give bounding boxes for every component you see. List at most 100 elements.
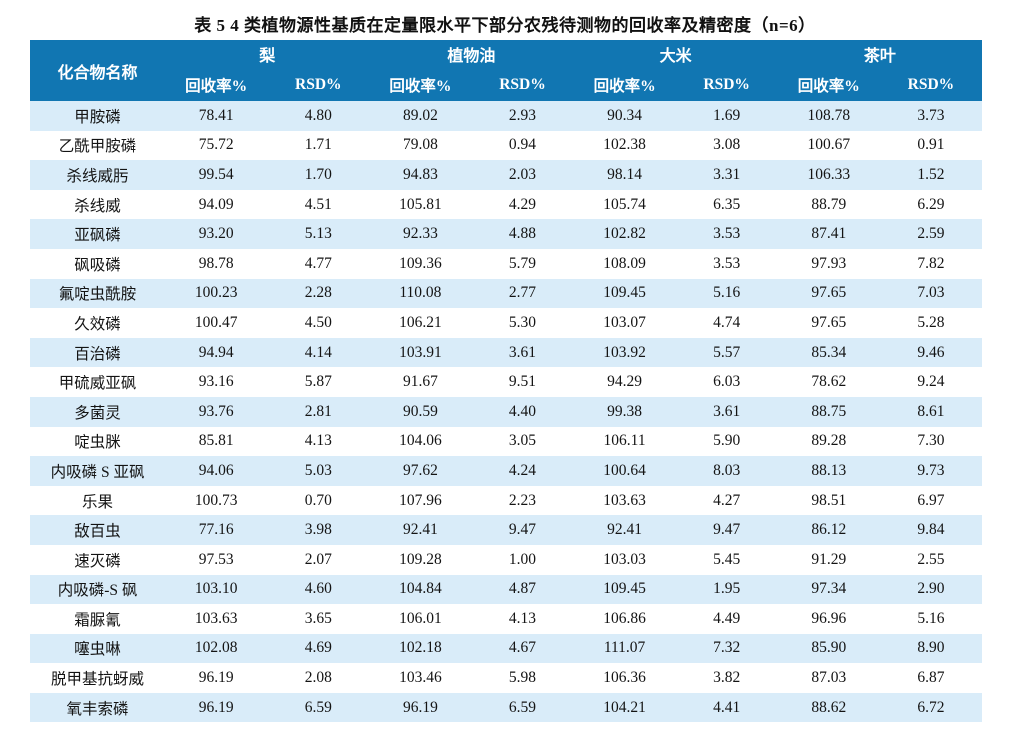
recovery-value-cell: 100.47 bbox=[165, 308, 268, 338]
recovery-value-cell: 96.96 bbox=[777, 604, 880, 634]
recovery-value-cell: 106.21 bbox=[369, 308, 472, 338]
rsd-value-cell: 5.57 bbox=[675, 337, 778, 368]
recovery-value-cell: 102.08 bbox=[165, 633, 268, 664]
column-group-pear: 梨 bbox=[165, 40, 370, 68]
rsd-value-cell: 4.60 bbox=[267, 574, 370, 605]
column-group-rice: 大米 bbox=[573, 40, 778, 68]
recovery-value-cell: 103.03 bbox=[573, 544, 676, 575]
rsd-value-cell: 5.13 bbox=[267, 219, 370, 249]
rsd-value-cell: 8.03 bbox=[675, 456, 778, 486]
rsd-value-cell: 1.70 bbox=[267, 160, 370, 190]
recovery-value-cell: 103.63 bbox=[165, 604, 268, 634]
rsd-value-cell: 2.08 bbox=[267, 663, 370, 693]
recovery-value-cell: 104.06 bbox=[369, 426, 472, 457]
recovery-value-cell: 102.38 bbox=[573, 130, 676, 161]
recovery-value-cell: 106.36 bbox=[573, 663, 676, 693]
rsd-value-cell: 6.35 bbox=[675, 189, 778, 220]
recovery-value-cell: 100.64 bbox=[573, 456, 676, 486]
rsd-value-cell: 9.46 bbox=[879, 337, 982, 368]
table-row: 百治磷 94.94 4.14 103.91 3.61 103.92 5.57 85.34 9.4… bbox=[30, 337, 982, 368]
rsd-value-cell: 1.95 bbox=[675, 574, 778, 605]
recovery-value-cell: 100.23 bbox=[165, 278, 268, 309]
rsd-value-cell: 8.61 bbox=[879, 396, 982, 427]
table-row: 乐果 100.73 0.70 107.96 2.23 103.63 4.27 98.51 6.9… bbox=[30, 485, 982, 516]
rsd-value-cell: 4.49 bbox=[675, 604, 778, 634]
recovery-value-cell: 85.90 bbox=[777, 633, 880, 664]
compound-name-cell: 内吸磷-S 砜 bbox=[30, 574, 166, 605]
recovery-value-cell: 104.21 bbox=[573, 692, 676, 723]
column-header-compound: 化合物名称 bbox=[30, 40, 166, 101]
rsd-value-cell: 9.84 bbox=[879, 515, 982, 545]
recovery-value-cell: 103.46 bbox=[369, 663, 472, 693]
recovery-value-cell: 97.93 bbox=[777, 248, 880, 279]
table-row: 内吸磷 S 亚砜 94.06 5.03 97.62 4.24 100.64 8.03 88.1… bbox=[30, 456, 982, 486]
recovery-value-cell: 99.54 bbox=[165, 160, 268, 190]
table-header: 化合物名称 梨 植物油 大米 茶叶 回收率% RSD% 回收率% RSD% 回收… bbox=[30, 40, 982, 101]
rsd-value-cell: 4.74 bbox=[675, 308, 778, 338]
recovery-value-cell: 105.81 bbox=[369, 189, 472, 220]
recovery-value-cell: 105.74 bbox=[573, 189, 676, 220]
recovery-value-cell: 89.28 bbox=[777, 426, 880, 457]
rsd-value-cell: 6.59 bbox=[267, 692, 370, 723]
recovery-value-cell: 87.41 bbox=[777, 219, 880, 249]
sub-header-row: 回收率% RSD% 回收率% RSD% 回收率% RSD% 回收率% RSD% bbox=[30, 68, 982, 101]
rsd-value-cell: 4.27 bbox=[675, 485, 778, 516]
rsd-value-cell: 5.90 bbox=[675, 426, 778, 457]
column-group-tea: 茶叶 bbox=[777, 40, 982, 68]
rsd-value-cell: 6.87 bbox=[879, 663, 982, 693]
recovery-precision-table: 化合物名称 梨 植物油 大米 茶叶 回收率% RSD% 回收率% RSD% 回收… bbox=[30, 40, 982, 723]
recovery-value-cell: 78.62 bbox=[777, 367, 880, 397]
rsd-value-cell: 5.30 bbox=[471, 308, 574, 338]
column-header-rsd-tea: RSD% bbox=[879, 68, 982, 101]
recovery-value-cell: 92.33 bbox=[369, 219, 472, 249]
recovery-value-cell: 97.65 bbox=[777, 308, 880, 338]
recovery-value-cell: 106.33 bbox=[777, 160, 880, 190]
rsd-value-cell: 9.73 bbox=[879, 456, 982, 486]
compound-name-cell: 敌百虫 bbox=[30, 515, 166, 545]
rsd-value-cell: 5.87 bbox=[267, 367, 370, 397]
rsd-value-cell: 4.77 bbox=[267, 248, 370, 279]
recovery-value-cell: 106.86 bbox=[573, 604, 676, 634]
rsd-value-cell: 2.28 bbox=[267, 278, 370, 309]
compound-name-cell: 噻虫啉 bbox=[30, 633, 166, 664]
recovery-value-cell: 108.09 bbox=[573, 248, 676, 279]
rsd-value-cell: 4.88 bbox=[471, 219, 574, 249]
rsd-value-cell: 3.73 bbox=[879, 101, 982, 131]
compound-name-cell: 百治磷 bbox=[30, 337, 166, 368]
compound-name-cell: 砜吸磷 bbox=[30, 248, 166, 279]
recovery-value-cell: 109.45 bbox=[573, 278, 676, 309]
rsd-value-cell: 0.91 bbox=[879, 130, 982, 161]
rsd-value-cell: 5.28 bbox=[879, 308, 982, 338]
compound-name-cell: 啶虫脒 bbox=[30, 426, 166, 457]
table-row: 杀线威 94.09 4.51 105.81 4.29 105.74 6.35 88.79 6.2… bbox=[30, 189, 982, 220]
recovery-value-cell: 97.65 bbox=[777, 278, 880, 309]
table-row: 脱甲基抗蚜威 96.19 2.08 103.46 5.98 106.36 3.82 87.03… bbox=[30, 663, 982, 693]
compound-name-cell: 霜脲氰 bbox=[30, 604, 166, 634]
rsd-value-cell: 4.40 bbox=[471, 396, 574, 427]
table-row: 甲硫威亚砜 93.16 5.87 91.67 9.51 94.29 6.03 78.62 9.2… bbox=[30, 367, 982, 397]
rsd-value-cell: 4.14 bbox=[267, 337, 370, 368]
recovery-value-cell: 91.29 bbox=[777, 544, 880, 575]
recovery-value-cell: 94.06 bbox=[165, 456, 268, 486]
recovery-value-cell: 98.78 bbox=[165, 248, 268, 279]
recovery-value-cell: 110.08 bbox=[369, 278, 472, 309]
recovery-value-cell: 93.76 bbox=[165, 396, 268, 427]
recovery-value-cell: 92.41 bbox=[573, 515, 676, 545]
rsd-value-cell: 3.61 bbox=[471, 337, 574, 368]
recovery-value-cell: 109.36 bbox=[369, 248, 472, 279]
table-caption: 表 5 4 类植物源性基质在定量限水平下部分农残待测物的回收率及精密度（n=6） bbox=[194, 16, 816, 35]
rsd-value-cell: 5.98 bbox=[471, 663, 574, 693]
compound-name-cell: 杀线威肟 bbox=[30, 160, 166, 190]
compound-name-cell: 脱甲基抗蚜威 bbox=[30, 663, 166, 693]
recovery-value-cell: 109.28 bbox=[369, 544, 472, 575]
column-header-rsd-pear: RSD% bbox=[267, 68, 370, 101]
rsd-value-cell: 3.53 bbox=[675, 219, 778, 249]
recovery-value-cell: 97.34 bbox=[777, 574, 880, 605]
rsd-value-cell: 2.90 bbox=[879, 574, 982, 605]
recovery-value-cell: 93.16 bbox=[165, 367, 268, 397]
rsd-value-cell: 4.80 bbox=[267, 101, 370, 131]
table-row: 久效磷 100.47 4.50 106.21 5.30 103.07 4.74 97.65 5.… bbox=[30, 308, 982, 338]
recovery-value-cell: 99.38 bbox=[573, 396, 676, 427]
column-header-recovery-oil: 回收率% bbox=[369, 68, 472, 101]
recovery-value-cell: 94.09 bbox=[165, 189, 268, 220]
